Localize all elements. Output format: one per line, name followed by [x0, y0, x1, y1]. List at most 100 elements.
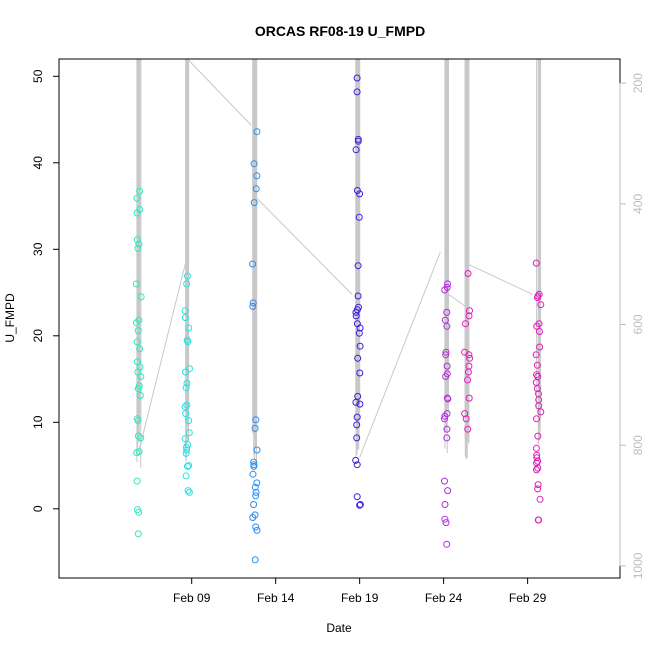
data-point: [136, 345, 144, 353]
x-tick-label: Feb 29: [509, 591, 547, 605]
data-point: [534, 294, 541, 302]
y-tick-label: 10: [31, 415, 45, 429]
pressure-connector-line: [467, 263, 533, 295]
data-point: [465, 351, 473, 359]
data-point: [532, 259, 540, 267]
data-point: [133, 209, 141, 217]
data-point: [249, 302, 257, 310]
data-point: [354, 292, 362, 300]
x-axis-label: Date: [326, 621, 352, 635]
chart-title: ORCAS RF08-19 U_FMPD: [255, 23, 425, 39]
data-point: [533, 459, 541, 467]
data-point: [249, 260, 257, 268]
data-point: [353, 88, 361, 96]
data-point: [251, 556, 259, 564]
data-point: [537, 301, 545, 309]
data-point: [356, 190, 364, 198]
data-point: [356, 342, 364, 350]
data-point: [464, 376, 471, 384]
data-point: [184, 272, 191, 280]
data-point: [533, 371, 541, 379]
data-point: [443, 434, 451, 442]
data-point: [136, 187, 144, 195]
data-point: [353, 413, 361, 421]
y-tick-label: 30: [31, 242, 45, 256]
data-point: [134, 417, 142, 425]
data-point: [442, 348, 450, 356]
data-point: [249, 514, 257, 521]
data-point: [355, 329, 363, 337]
data-point: [442, 519, 450, 527]
data-point: [253, 479, 261, 487]
data-point: [443, 362, 451, 370]
data-point: [181, 307, 189, 315]
data-point: [533, 322, 541, 330]
data-point: [533, 415, 540, 423]
data-point: [534, 464, 542, 472]
data-point: [352, 308, 360, 316]
data-point: [133, 338, 141, 346]
x-tick-label: Feb 24: [425, 591, 463, 605]
data-point: [352, 146, 360, 154]
data-point: [356, 400, 364, 408]
data-point: [182, 410, 190, 418]
data-point: [134, 385, 142, 393]
data-point: [535, 516, 543, 524]
data-point: [181, 314, 189, 322]
data-point: [462, 415, 470, 423]
data-point: [250, 462, 258, 470]
data-point: [253, 526, 261, 534]
data-point: [533, 454, 541, 462]
data-point: [533, 385, 541, 393]
data-point: [356, 324, 364, 332]
data-point: [443, 322, 451, 330]
data-point: [466, 354, 474, 362]
data-point: [137, 373, 145, 380]
data-point: [250, 199, 258, 207]
data-point: [443, 425, 451, 433]
data-point: [184, 487, 192, 495]
data-point: [182, 384, 190, 392]
data-point: [183, 446, 191, 454]
data-point: [133, 194, 141, 202]
data-point: [466, 307, 473, 315]
data-point: [356, 369, 364, 377]
data-point: [250, 160, 258, 168]
right-tick-label: 1000: [631, 552, 645, 579]
data-point: [535, 290, 543, 298]
data-point: [355, 213, 363, 221]
data-point: [135, 240, 143, 248]
data-point: [252, 416, 260, 424]
pressure-connector-line: [138, 258, 188, 452]
axes: 0 10 20 30 40 50 Feb 09 Feb 14 Feb 19 Feb 24 Feb 2…: [31, 58, 645, 605]
y-tick-label: 0: [31, 505, 45, 512]
data-point: [136, 392, 144, 399]
plot-frame: [58, 58, 621, 579]
data-point: [182, 472, 190, 480]
data-point: [134, 327, 142, 335]
pressure-connector-line: [359, 251, 441, 458]
data-point: [441, 515, 449, 523]
data-point: [441, 501, 449, 508]
data-point: [444, 280, 452, 288]
data-point: [353, 493, 361, 501]
data-point: [134, 244, 142, 252]
data-point: [181, 435, 189, 443]
data-point: [134, 506, 141, 514]
y-tick-label: 50: [31, 69, 45, 83]
data-point: [186, 365, 193, 373]
data-point: [251, 424, 259, 432]
data-point: [354, 262, 362, 270]
pressure-connector-line: [256, 197, 353, 295]
data-point: [132, 280, 140, 288]
data-point: [533, 466, 540, 474]
data-point: [137, 434, 145, 442]
data-point: [183, 379, 191, 387]
pressure-trace: [136, 58, 542, 468]
data-point: [185, 462, 193, 470]
data-point: [182, 449, 190, 457]
data-point: [532, 351, 540, 359]
data-point: [132, 319, 140, 327]
y-tick-label: 40: [31, 156, 45, 170]
